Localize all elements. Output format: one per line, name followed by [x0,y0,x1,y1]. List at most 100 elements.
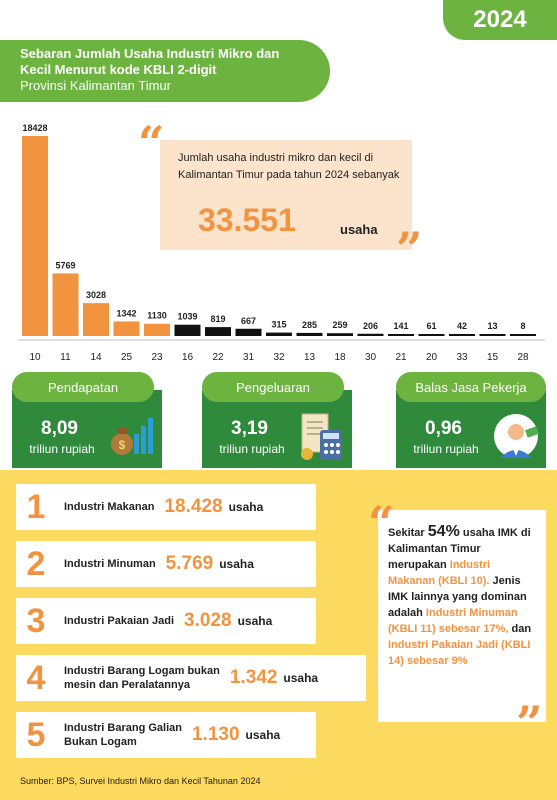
x-tick-16: 16 [182,352,194,363]
svg-text:$: $ [119,438,126,452]
x-tick-15: 15 [487,352,499,363]
x-tick-30: 30 [365,352,377,363]
rank-number: 3 [26,601,46,640]
data-label-25: 1342 [116,308,136,318]
x-tick-22: 22 [212,352,224,363]
bar-16 [174,324,201,336]
data-label-14: 3028 [86,290,106,300]
rank-number: 1 [26,487,46,526]
rank-label: Industri Makanan [64,501,155,513]
bar-18 [327,333,353,336]
rank-label: Industri Barang Logam bukan mesin dan Per… [56,664,220,692]
data-label-23: 1130 [147,311,167,321]
x-tick-10: 10 [29,352,41,363]
x-tick-23: 23 [151,352,163,363]
open-quote-icon: “ [368,496,395,550]
money-bag-chart-icon: $ [111,418,153,455]
rank-value: 1.342 [229,667,278,688]
data-label-11: 5769 [55,260,75,270]
data-label-10: 18428 [22,123,47,133]
insight-note: Sekitar 54% usaha IMK di Kalimantan Timu… [378,510,546,722]
data-label-15: 13 [487,321,497,331]
rank-number: 4 [26,658,46,697]
chart-subtitle: Provinsi Kalimantan Timur [20,78,171,93]
x-tick-11: 11 [60,352,71,363]
rank-label-line2: Bukan Logam [64,736,137,748]
rank-value: 3.028 [184,610,232,631]
ranking-item-1: 1 Industri Makanan 18.428 usaha [16,484,316,530]
source-note: Sumber: BPS, Survei Industri Mikro dan K… [20,776,261,786]
rank-number: 5 [26,715,46,754]
x-tick-20: 20 [426,352,438,363]
data-label-31: 667 [241,316,256,326]
close-quote-icon: ” [396,222,423,276]
x-tick-21: 21 [395,352,407,363]
data-label-28: 8 [520,321,525,331]
rank-number: 2 [26,544,46,583]
stat-body: 0,96 triliun rupiah [396,390,546,468]
note-p2: usaha IMK di Kalimantan Timur merupakan [388,527,531,571]
rank-label-line2: mesin dan Peralatannya [64,679,190,691]
rank-unit: usaha [237,614,273,628]
data-label-20: 61 [426,321,436,331]
bar-14 [83,303,109,336]
stat-label: Balas Jasa Pekerja [396,372,546,402]
note-p1: Sekitar [388,527,425,539]
rank-unit: usaha [219,557,254,571]
chart-title-line2: Kecil Menurut kode KBLI 2-digit [20,62,217,77]
data-label-22: 819 [210,314,225,324]
stat-value: 0,96 [425,418,462,439]
bar-21 [388,334,414,336]
bar-30 [357,333,384,336]
rank-value: 1.130 [191,724,240,745]
bar-33 [449,334,475,336]
calculator-bill-icon [301,413,342,460]
stat-label: Pendapatan [12,372,154,402]
stat-body: 3,19 triliun rupiah [202,390,352,468]
stat-value: 3,19 [231,418,268,439]
bar-25 [113,321,140,336]
bar-chart: 1842810576911302814134225113023103916819… [18,123,545,363]
data-label-18: 259 [332,320,347,330]
rank-value: 5.769 [165,553,214,574]
stat-unit: triliun rupiah [219,442,285,456]
x-tick-33: 33 [456,352,468,363]
bar-32 [266,332,292,336]
open-quote-icon: “ [138,116,165,170]
rank-label: Industri Pakaian Jadi [64,615,175,627]
x-tick-31: 31 [243,352,255,363]
total-callout-value: 33.551 [198,202,296,238]
stat-body: 8,09 triliun rupiah $ [12,390,162,468]
total-callout-text: Jumlah usaha industri mikro dan kecil di… [178,152,400,181]
rank-label: Industri Minuman [64,558,156,570]
x-tick-13: 13 [304,352,316,363]
rank-label-line1: Industri Barang Galian [64,722,182,734]
data-label-21: 141 [393,321,408,331]
note-p3: Jenis IMK lainnya yang dominan adalah [388,575,527,619]
bar-13 [296,332,323,336]
note-h1: Industri Makanan (KBLI 10). [388,559,491,587]
close-quote-icon: ” [516,696,543,750]
rank-unit: usaha [283,671,319,685]
bar-10 [22,136,48,336]
stat-pendapatan: Pendapatan 8,09 triliun rupiah $ [12,372,162,468]
rank-unit: usaha [245,728,281,742]
worker-money-icon [494,414,540,458]
stat-unit: triliun rupiah [29,442,95,456]
bar-28 [510,334,536,336]
chart-title-line1: Sebaran Jumlah Usaha Industri Mikro dan [20,46,280,61]
total-callout: Jumlah usaha industri mikro dan kecil di… [160,140,412,250]
bar-31 [235,328,262,336]
note-p4: dan [511,623,532,635]
note-pct: 54% [427,523,460,540]
ranking-item-2: 2 Industri Minuman 5.769 usaha [16,541,316,587]
stat-pengeluaran: Pengeluaran 3,19 triliun rupiah [202,372,352,468]
data-label-16: 1039 [177,312,197,322]
total-callout-unit: usaha [340,222,378,237]
bar-11 [52,273,79,336]
note-h2: Industri Minuman (KBLI 11) sebesar 17%, [388,607,518,635]
bar-15 [479,334,506,336]
x-tick-32: 32 [273,352,285,363]
ranking-item-3: 3 Industri Pakaian Jadi 3.028 usaha [16,598,316,644]
year-badge: 2024 [443,0,557,40]
